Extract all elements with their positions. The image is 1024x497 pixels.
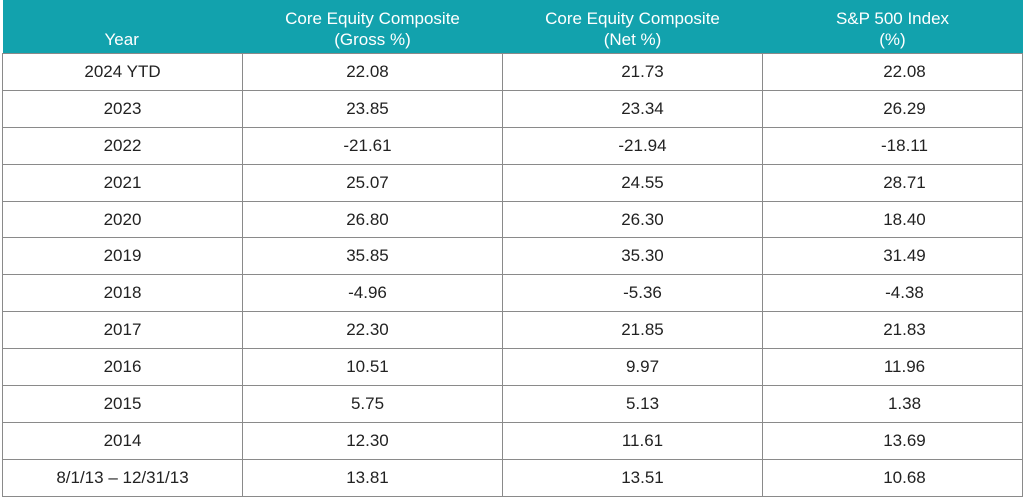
- table-row: 2016 10.51 9.97 11.96: [2, 348, 1023, 387]
- sp500-cell: 21.83: [762, 311, 1023, 350]
- sp500-cell: 18.40: [762, 200, 1023, 239]
- net-cell: 23.34: [502, 89, 763, 128]
- gross-cell: 22.08: [242, 53, 503, 91]
- gross-cell: -4.96: [242, 274, 503, 313]
- year-cell: 2024 YTD: [2, 53, 243, 91]
- sp500-header-line2: (%): [879, 30, 906, 49]
- year-cell: 2015: [2, 385, 243, 423]
- gross-cell: 22.30: [242, 311, 503, 350]
- net-cell: 13.51: [502, 458, 763, 497]
- gross-column-header: Core Equity Composite (Gross %): [242, 0, 503, 54]
- year-cell: 2014: [2, 421, 243, 460]
- table-row: 2023 23.85 23.34 26.29: [2, 89, 1023, 128]
- table-row: 2022 -21.61 -21.94 -18.11: [2, 126, 1023, 165]
- year-cell: 2019: [2, 237, 243, 276]
- sp500-cell: 13.69: [762, 421, 1023, 460]
- gross-cell: 35.85: [242, 237, 503, 276]
- sp500-cell: 1.38: [762, 385, 1023, 423]
- sp500-column-header: S&P 500 Index (%): [762, 0, 1023, 54]
- sp500-cell: 31.49: [762, 237, 1023, 276]
- year-column-header: Year: [2, 0, 243, 54]
- net-cell: 26.30: [502, 200, 763, 239]
- gross-cell: 10.51: [242, 348, 503, 387]
- net-column-header: Core Equity Composite (Net %): [502, 0, 763, 54]
- sp500-cell: -4.38: [762, 274, 1023, 313]
- table-row: 2020 26.80 26.30 18.40: [2, 200, 1023, 239]
- net-header-line1: Core Equity Composite: [545, 9, 720, 28]
- gross-cell: -21.61: [242, 126, 503, 165]
- sp500-header-line1: S&P 500 Index: [835, 9, 950, 28]
- net-cell: 35.30: [502, 237, 763, 276]
- sp500-cell: 10.68: [762, 458, 1023, 497]
- table-row: 2015 5.75 5.13 1.38: [2, 385, 1023, 423]
- gross-cell: 5.75: [242, 385, 503, 423]
- year-cell: 2020: [2, 200, 243, 239]
- gross-header-line2: (Gross %): [334, 30, 411, 49]
- table-row: 2018 -4.96 -5.36 -4.38: [2, 274, 1023, 313]
- net-cell: 21.73: [502, 53, 763, 91]
- year-cell: 2021: [2, 163, 243, 202]
- net-cell: 21.85: [502, 311, 763, 350]
- table-row: 8/1/13 – 12/31/13 13.81 13.51 10.68: [2, 458, 1023, 497]
- table-row: 2019 35.85 35.30 31.49: [2, 237, 1023, 276]
- year-cell: 2017: [2, 311, 243, 350]
- year-cell: 2016: [2, 348, 243, 387]
- year-cell: 8/1/13 – 12/31/13: [2, 458, 243, 497]
- gross-cell: 13.81: [242, 458, 503, 497]
- table-body: 2024 YTD 22.08 21.73 22.08 2023 23.85 23…: [2, 53, 1023, 497]
- sp500-cell: 28.71: [762, 163, 1023, 202]
- sp500-cell: 26.29: [762, 89, 1023, 128]
- net-cell: 11.61: [502, 421, 763, 460]
- table-row: 2014 12.30 11.61 13.69: [2, 421, 1023, 460]
- sp500-cell: -18.11: [762, 126, 1023, 165]
- gross-cell: 26.80: [242, 200, 503, 239]
- table-row: 2017 22.30 21.85 21.83: [2, 311, 1023, 350]
- gross-cell: 23.85: [242, 89, 503, 128]
- sp500-cell: 11.96: [762, 348, 1023, 387]
- gross-cell: 25.07: [242, 163, 503, 202]
- year-cell: 2022: [2, 126, 243, 165]
- net-cell: 24.55: [502, 163, 763, 202]
- table-row: 2021 25.07 24.55 28.71: [2, 163, 1023, 202]
- net-header-line2: (Net %): [603, 30, 662, 49]
- net-cell: 5.13: [502, 385, 763, 423]
- gross-cell: 12.30: [242, 421, 503, 460]
- table-row: 2024 YTD 22.08 21.73 22.08: [2, 53, 1023, 91]
- year-cell: 2023: [2, 89, 243, 128]
- year-cell: 2018: [2, 274, 243, 313]
- table-header: Year Core Equity Composite (Gross %) Cor…: [2, 0, 1023, 54]
- year-header-label: Year: [104, 30, 139, 49]
- net-cell: -5.36: [502, 274, 763, 313]
- net-cell: 9.97: [502, 348, 763, 387]
- gross-header-line1: Core Equity Composite: [285, 9, 460, 28]
- sp500-cell: 22.08: [762, 53, 1023, 91]
- net-cell: -21.94: [502, 126, 763, 165]
- header-row: Year Core Equity Composite (Gross %) Cor…: [2, 0, 1023, 54]
